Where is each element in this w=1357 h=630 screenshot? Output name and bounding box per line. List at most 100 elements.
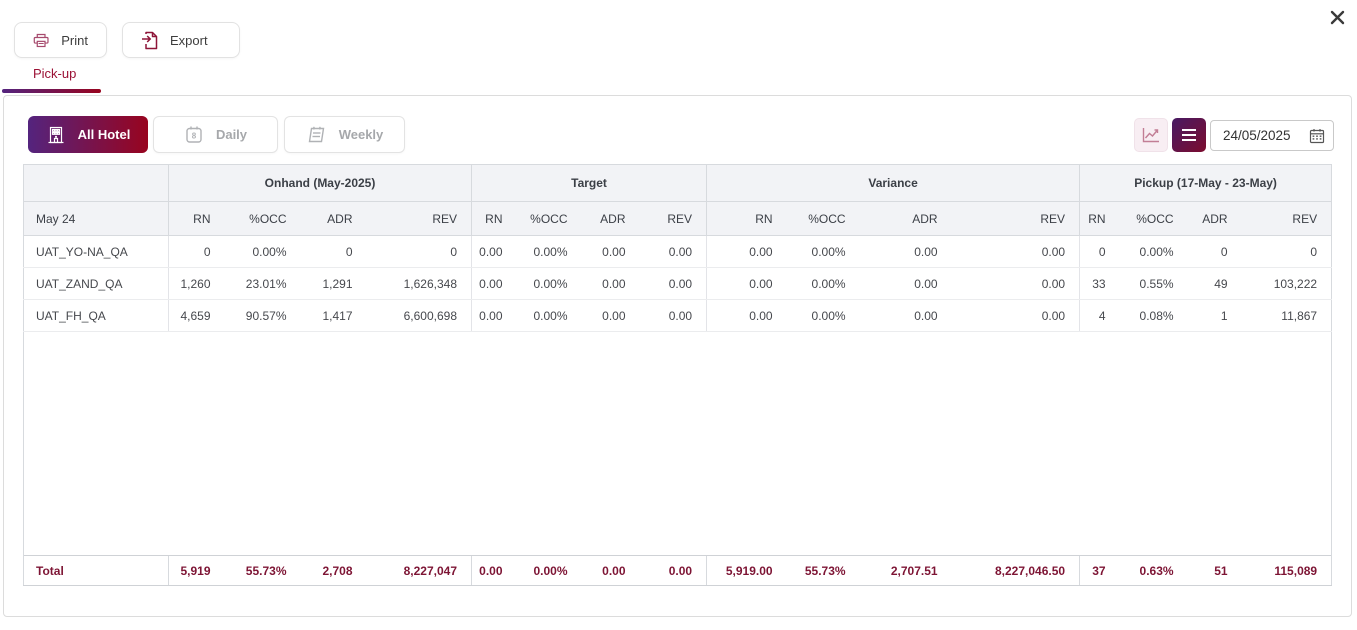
- value-cell: 103,222: [1241, 267, 1333, 300]
- date-input[interactable]: [1223, 128, 1307, 143]
- table-row: UAT_ZAND_QA 1,260 23.01% 1,291 1,626,348 0.00…: [23, 267, 1333, 300]
- close-icon: [1330, 10, 1344, 24]
- daily-label: Daily: [215, 127, 248, 142]
- value-cell: 0.00: [639, 299, 707, 332]
- total-value-cell: 8,227,047: [366, 555, 472, 586]
- value-cell: 0.00%: [516, 235, 582, 268]
- table-view-toggle[interactable]: [1172, 118, 1206, 152]
- total-value-cell: 55.73%: [786, 555, 860, 586]
- value-cell: 0.00: [859, 299, 952, 332]
- column-header-rn: RN: [471, 201, 517, 236]
- value-cell: 0.00: [471, 235, 517, 268]
- value-cell: 0: [300, 235, 367, 268]
- total-value-cell: 0.00: [639, 555, 707, 586]
- total-label-cell: Total: [23, 555, 169, 586]
- table-row: UAT_YO-NA_QA 0 0.00% 0 0 0.00 0.00% 0.00 0.00 0.0…: [23, 235, 1333, 268]
- all-hotel-label: All Hotel: [77, 127, 131, 142]
- value-cell: 23.01%: [224, 267, 301, 300]
- total-value-cell: 37: [1079, 555, 1120, 586]
- list-icon: [1182, 129, 1196, 141]
- column-header-date: May 24: [23, 201, 169, 236]
- value-cell: 1,260: [168, 267, 225, 300]
- value-cell: 1,417: [300, 299, 367, 332]
- table-body: UAT_YO-NA_QA 0 0.00% 0 0 0.00 0.00% 0.00 0.00 0.0…: [22, 235, 1333, 556]
- date-picker[interactable]: [1210, 120, 1334, 151]
- table-row: UAT_FH_QA 4,659 90.57% 1,417 6,600,698 0.00 0.…: [23, 299, 1333, 332]
- weekly-calendar-icon: [308, 126, 325, 142]
- value-cell: 0.00%: [786, 235, 860, 268]
- value-cell: 0.00: [951, 267, 1080, 300]
- daily-button[interactable]: 8 Daily: [153, 116, 278, 153]
- value-cell: 0.00: [581, 299, 640, 332]
- group-empty: [23, 164, 169, 202]
- value-cell: 0.00: [639, 267, 707, 300]
- value-cell: 0.08%: [1119, 299, 1188, 332]
- column-header-adr: ADR: [300, 201, 367, 236]
- value-cell: 0: [366, 235, 472, 268]
- report-panel: All Hotel 8 Daily Weekly: [3, 95, 1352, 617]
- table-footer: Total 5,919 55.73% 2,708 8,227,047 0.00 0.00% 0…: [23, 555, 1333, 586]
- export-button[interactable]: Export: [122, 22, 240, 58]
- value-cell: 0.00: [706, 235, 787, 268]
- value-cell: 0: [1241, 235, 1333, 268]
- tab-active-indicator: [2, 89, 101, 93]
- filler-cell: [22, 331, 1333, 556]
- column-header-rev: REV: [366, 201, 472, 236]
- total-value-cell: 2,707.51: [859, 555, 952, 586]
- group-variance: Variance: [706, 164, 1081, 202]
- hotel-name-cell: UAT_FH_QA: [23, 299, 169, 332]
- total-value-cell: 5,919.00: [706, 555, 787, 586]
- total-value-cell: 8,227,046.50: [951, 555, 1080, 586]
- table-filler-row: [22, 331, 1333, 556]
- all-hotel-button[interactable]: All Hotel: [28, 116, 148, 153]
- value-cell: 0: [168, 235, 225, 268]
- total-value-cell: 2,708: [300, 555, 367, 586]
- total-value-cell: 0.00: [581, 555, 640, 586]
- print-button[interactable]: Print: [14, 22, 107, 58]
- hotel-name-cell: UAT_ZAND_QA: [23, 267, 169, 300]
- group-onhand: Onhand (May-2025): [167, 164, 473, 202]
- printer-icon: [33, 33, 49, 47]
- sub-header-row: May 24 RN %OCC ADR REV RN %OCC ADR REV RN %OCC ADR R…: [23, 201, 1333, 236]
- total-value-cell: 55.73%: [224, 555, 301, 586]
- value-cell: 0.00%: [786, 267, 860, 300]
- value-cell: 0: [1079, 235, 1120, 268]
- column-header-pctocc: %OCC: [516, 201, 582, 236]
- table-total-row: Total 5,919 55.73% 2,708 8,227,047 0.00 0.00% 0…: [23, 555, 1333, 586]
- column-header-adr: ADR: [581, 201, 640, 236]
- hotel-name-cell: UAT_YO-NA_QA: [23, 235, 169, 268]
- print-label: Print: [61, 32, 88, 48]
- value-cell: 0.00: [471, 267, 517, 300]
- hotel-icon: [48, 126, 64, 143]
- value-cell: 0.00%: [224, 235, 301, 268]
- value-cell: 0.00%: [516, 267, 582, 300]
- column-header-pctocc: %OCC: [786, 201, 860, 236]
- column-header-adr: ADR: [1187, 201, 1242, 236]
- column-header-adr: ADR: [859, 201, 952, 236]
- tab-pickup[interactable]: Pick-up: [33, 66, 77, 81]
- value-cell: 4,659: [168, 299, 225, 332]
- column-header-rn: RN: [1079, 201, 1120, 236]
- value-cell: 0.00: [706, 267, 787, 300]
- value-cell: 6,600,698: [366, 299, 472, 332]
- total-value-cell: 0.00%: [516, 555, 582, 586]
- table-header: Onhand (May-2025) Target Variance Pickup…: [23, 164, 1333, 236]
- close-button[interactable]: [1325, 5, 1349, 29]
- weekly-label: Weekly: [338, 127, 384, 142]
- pickup-report-table: Onhand (May-2025) Target Variance Pickup…: [22, 164, 1333, 586]
- value-cell: 11,867: [1241, 299, 1333, 332]
- value-cell: 0.00: [581, 267, 640, 300]
- value-cell: 0.00: [859, 235, 952, 268]
- value-cell: 0.00: [951, 235, 1080, 268]
- calendar-icon: [1309, 128, 1325, 143]
- export-icon: [142, 31, 158, 49]
- column-header-rev: REV: [1241, 201, 1333, 236]
- column-header-rn: RN: [168, 201, 225, 236]
- weekly-button[interactable]: Weekly: [284, 116, 405, 153]
- column-header-pctocc: %OCC: [224, 201, 301, 236]
- daily-calendar-icon: 8: [186, 126, 202, 143]
- column-header-rn: RN: [706, 201, 787, 236]
- value-cell: 0.55%: [1119, 267, 1188, 300]
- chart-view-toggle[interactable]: [1134, 118, 1168, 152]
- value-cell: 0.00: [859, 267, 952, 300]
